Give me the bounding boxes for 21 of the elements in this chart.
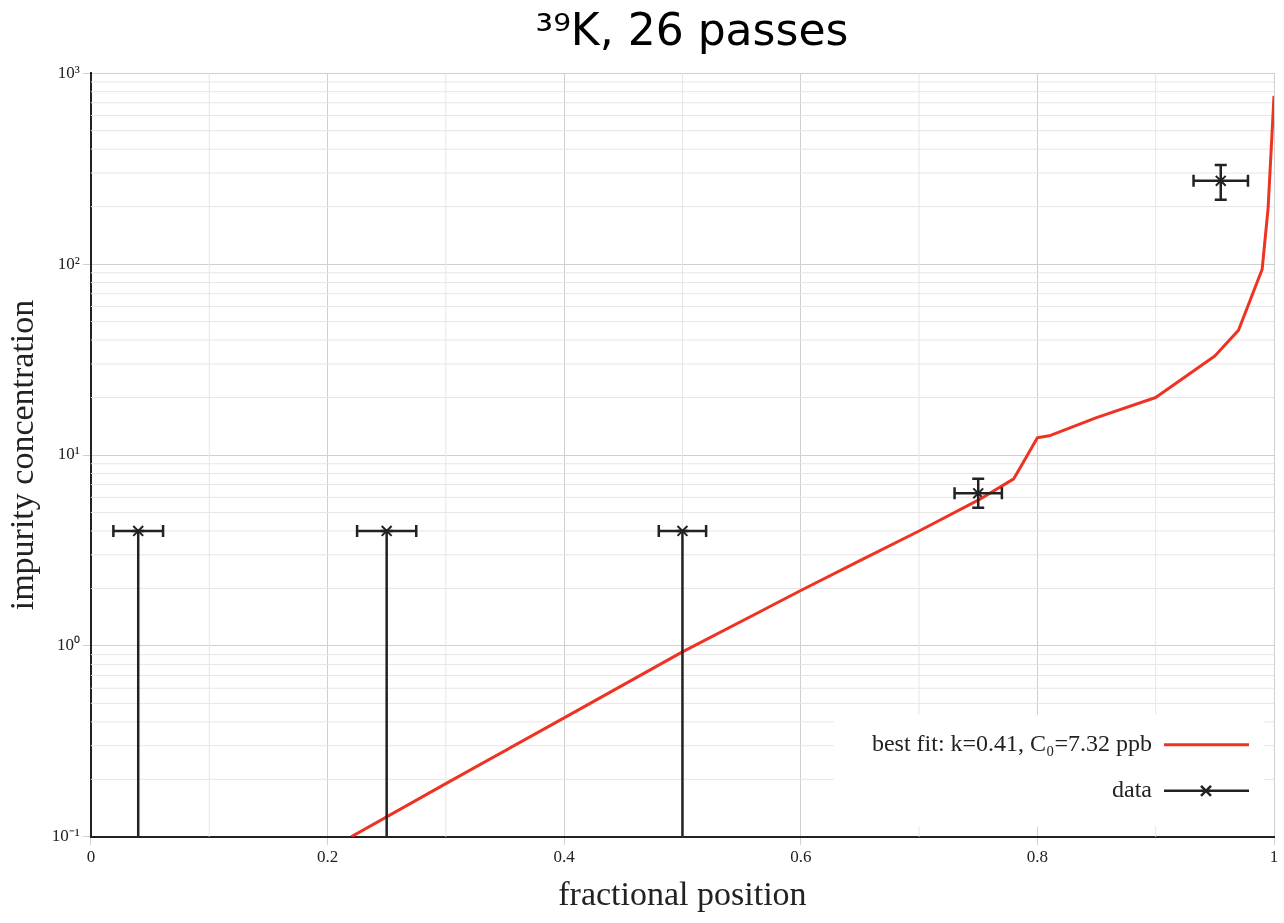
- point: [132, 525, 145, 537]
- y-tick-label: 10³: [57, 62, 80, 82]
- x-tick-label: 1: [1269, 847, 1279, 867]
- x-tick-label: 0.2: [316, 847, 339, 867]
- point: [1214, 174, 1227, 187]
- x-tick-label: 0.8: [1026, 847, 1048, 867]
- y-tick-label: 10²: [57, 253, 80, 273]
- y-tick-label: 10⁻¹: [51, 826, 80, 846]
- y-tick-label: 10¹: [57, 444, 80, 464]
- point: [972, 487, 985, 500]
- point: [676, 525, 689, 537]
- chart-title: ³⁹K, 26 passes: [534, 3, 850, 57]
- x-tick-label: 0.6: [790, 847, 812, 867]
- x-tick-label: 0.4: [553, 847, 576, 867]
- y-tick-label: 10⁰: [56, 635, 80, 655]
- y-axis-title: impurity concentration: [3, 299, 41, 611]
- point: [380, 525, 393, 537]
- legend-label: best fit: k=0.41, C₀=7.32 ppb: [871, 730, 1152, 757]
- x-axis-title: fractional position: [558, 874, 807, 912]
- legend-label: data: [1112, 776, 1153, 803]
- x-tick-label: 0: [86, 847, 96, 867]
